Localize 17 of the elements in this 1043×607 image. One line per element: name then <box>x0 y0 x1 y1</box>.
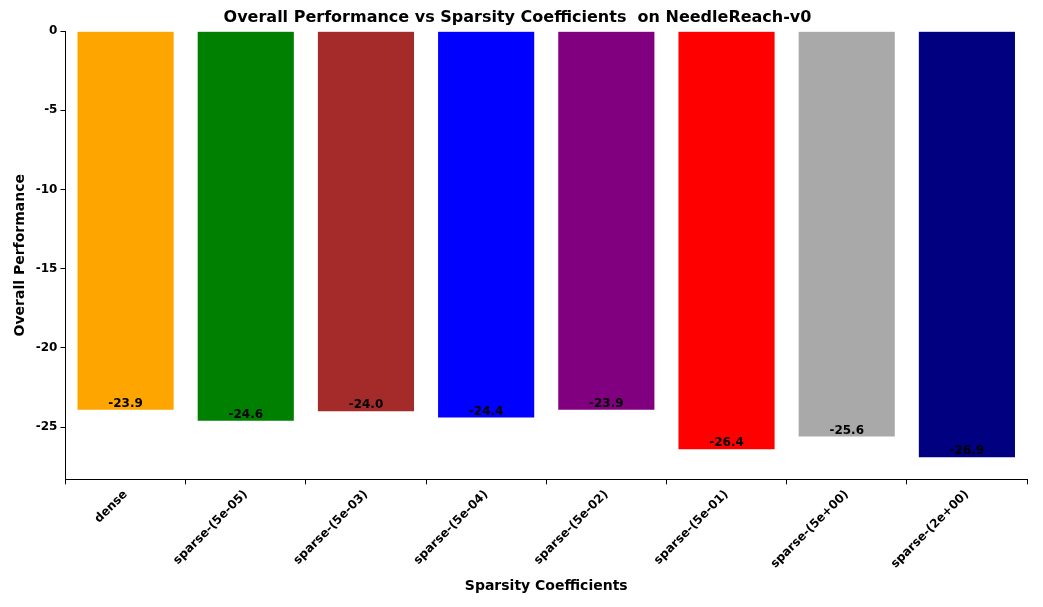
chart-title: Overall Performance vs Sparsity Coefficients on NeedleReach-v0 <box>223 6 812 26</box>
data-label: -24.4 <box>468 403 504 418</box>
data-label: -26.4 <box>709 435 744 450</box>
y-tick-label: -5 <box>44 102 58 117</box>
data-label: -26.9 <box>949 443 985 458</box>
data-label: -24.6 <box>228 406 264 421</box>
data-label: -23.9 <box>108 395 143 410</box>
data-label: -25.6 <box>829 422 865 437</box>
x-axis-title: Sparsity Coefficients <box>464 577 628 594</box>
y-tick-label: -10 <box>35 181 58 196</box>
y-axis-title: Overall Performance <box>11 174 28 337</box>
data-label: -23.9 <box>589 395 624 410</box>
data-label: -24.0 <box>348 397 384 412</box>
y-tick-label: -25 <box>35 419 58 434</box>
y-tick-label: 0 <box>49 23 58 38</box>
y-tick-label: -15 <box>35 260 58 275</box>
y-tick-label: -20 <box>35 340 58 355</box>
